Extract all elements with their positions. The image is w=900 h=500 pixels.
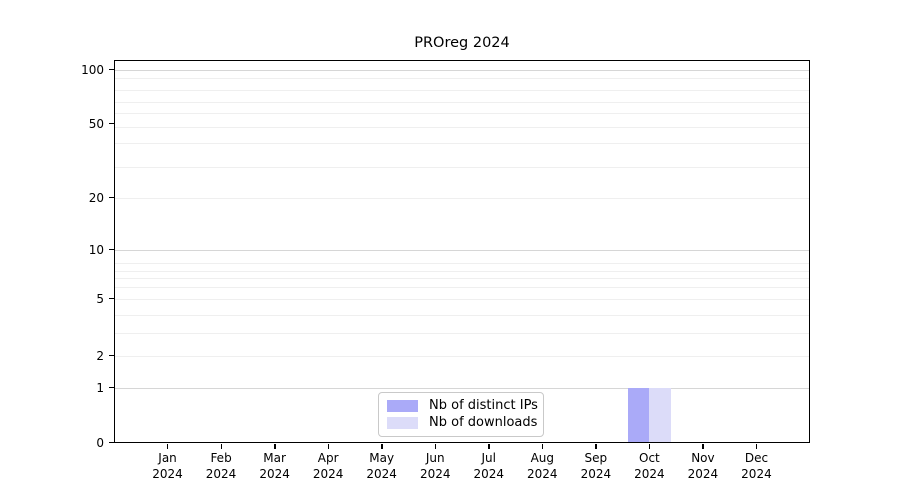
y-tick-label: 20: [88, 191, 104, 205]
x-tick-label-feb: Feb 2024: [205, 451, 237, 481]
minor-gridline: [115, 356, 809, 357]
x-tick-label-may: May 2024: [366, 451, 397, 481]
y-tick-mark: [109, 123, 114, 125]
x-tick-label-jun: Jun 2024: [419, 451, 451, 481]
x-tick-label-apr: Apr 2024: [312, 451, 344, 481]
bar-oct-series0: [627, 388, 650, 442]
x-tick-mark: [220, 444, 222, 449]
x-tick-mark: [434, 444, 437, 449]
legend-label-distinct-ips: Nb of distinct IPs: [429, 397, 538, 413]
y-tick-mark: [109, 298, 114, 300]
minor-gridline: [115, 167, 809, 168]
y-tick-label: 1: [96, 381, 104, 395]
y-tick-label: 5: [96, 292, 104, 306]
y-tick-label: 0: [96, 436, 104, 450]
x-tick-mark: [541, 444, 544, 449]
bar-oct-series1: [649, 388, 671, 442]
x-tick-mark: [702, 444, 704, 449]
minor-gridline: [115, 78, 809, 79]
plot-area: [114, 60, 810, 443]
legend: Nb of distinct IPs Nb of downloads: [378, 392, 544, 437]
bars-layer: [115, 61, 809, 442]
legend-item-downloads: Nb of downloads: [387, 415, 538, 431]
x-tick-mark: [755, 444, 758, 449]
y-tick-mark: [109, 249, 114, 251]
x-tick-label-nov: Nov 2024: [687, 451, 719, 481]
minor-gridline: [115, 287, 809, 288]
minor-gridline: [115, 333, 809, 334]
x-tick-mark: [595, 444, 597, 449]
y-tick-mark: [109, 69, 114, 71]
major-gridline: [115, 388, 809, 389]
y-tick-label: 100: [81, 63, 104, 77]
y-tick-mark: [109, 355, 114, 357]
minor-gridline: [115, 90, 809, 91]
major-gridline: [115, 250, 809, 251]
x-tick-mark: [167, 444, 169, 449]
minor-gridline: [115, 143, 809, 144]
y-tick-mark: [109, 387, 114, 389]
y-tick-mark: [109, 442, 114, 444]
minor-gridline: [115, 278, 809, 279]
x-tick-label-jul: Jul 2024: [473, 451, 505, 481]
minor-gridline: [115, 102, 809, 103]
y-tick-label: 2: [96, 349, 104, 363]
x-tick-label-jan: Jan 2024: [152, 451, 183, 481]
minor-gridline: [115, 127, 809, 128]
minor-gridline: [115, 271, 809, 272]
x-tick-label-mar: Mar 2024: [259, 451, 290, 481]
x-tick-mark: [648, 444, 651, 449]
chart-title: PROreg 2024: [414, 35, 510, 51]
x-tick-mark: [488, 444, 490, 449]
minor-gridline: [115, 198, 809, 199]
x-tick-mark: [274, 444, 276, 449]
x-tick-mark: [381, 444, 383, 449]
y-tick-label: 50: [88, 117, 104, 131]
x-tick-label-oct: Oct 2024: [634, 451, 665, 481]
minor-gridline: [115, 315, 809, 316]
legend-item-distinct-ips: Nb of distinct IPs: [387, 397, 538, 414]
x-tick-label-dec: Dec 2024: [741, 451, 772, 481]
legend-label-downloads: Nb of downloads: [429, 415, 538, 431]
legend-swatch-distinct-ips: [387, 399, 418, 412]
gridlines-layer: [115, 61, 809, 442]
x-tick-mark: [327, 444, 330, 449]
minor-gridline: [115, 113, 809, 114]
y-tick-mark: [109, 197, 114, 199]
minor-gridline: [115, 263, 809, 264]
y-tick-label: 10: [88, 243, 104, 257]
legend-swatch-downloads: [387, 417, 418, 430]
minor-gridline: [115, 299, 809, 300]
x-tick-label-aug: Aug 2024: [527, 451, 558, 481]
major-gridline: [115, 70, 809, 71]
x-tick-label-sep: Sep 2024: [580, 451, 612, 481]
